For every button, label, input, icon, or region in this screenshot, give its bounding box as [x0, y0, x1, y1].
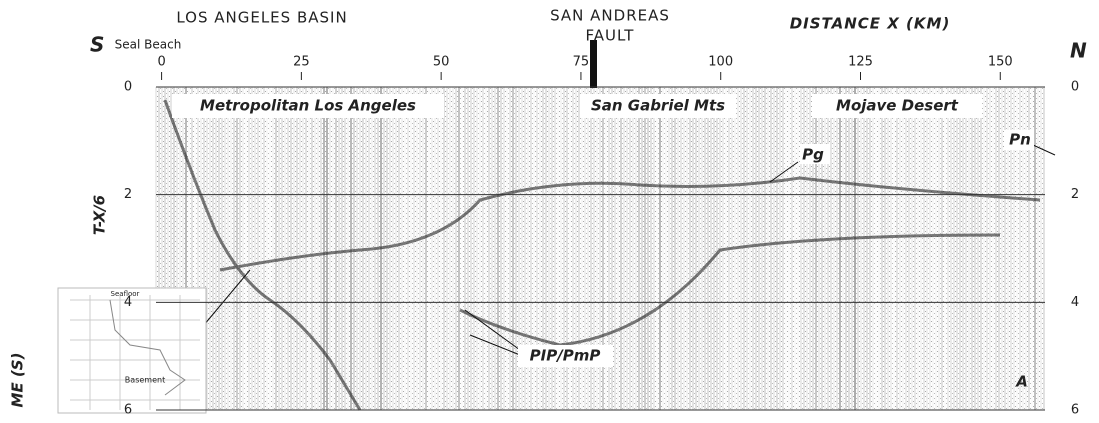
chart: LOS ANGELES BASIN SAN ANDREAS FAULT DIST…	[0, 0, 1099, 423]
region-label: Metropolitan Los Angeles	[200, 97, 416, 115]
region-label: San Gabriel Mts	[591, 97, 725, 115]
x-tick-label: 150	[988, 55, 1013, 70]
pmp-label: PIP/PmP	[530, 347, 601, 365]
inset-label: Basement	[125, 376, 165, 385]
region-label: Mojave Desert	[836, 97, 959, 115]
x-tick-label: 25	[293, 55, 310, 70]
pg-label: Pg	[802, 146, 824, 164]
panel-label: A	[1015, 373, 1028, 391]
x-axis-label: DISTANCE X (KM)	[790, 15, 951, 33]
x-tick-label: 75	[573, 55, 590, 70]
y-tick-label-right: 0	[1071, 80, 1079, 95]
x-tick-label: 50	[433, 55, 450, 70]
fault-marker	[590, 40, 597, 88]
y-tick-label: 0	[124, 80, 132, 95]
pn-label: Pn	[1009, 131, 1031, 149]
y-tick-label-right: 4	[1071, 295, 1079, 310]
y-axis-label: T-X/6	[91, 195, 109, 235]
y-axis-label-outer: ME (S)	[9, 353, 27, 408]
origin-label: Seal Beach	[115, 38, 182, 52]
fault-label: SAN ANDREAS	[550, 7, 670, 25]
south-label: S	[90, 33, 104, 57]
y-tick-label-right: 2	[1071, 187, 1079, 202]
y-tick-label: 4	[124, 295, 132, 310]
x-tick-label: 100	[708, 55, 733, 70]
north-label: N	[1070, 39, 1087, 63]
x-tick-label: 125	[848, 55, 873, 70]
x-tick-label: 0	[157, 55, 165, 70]
basin-label: LOS ANGELES BASIN	[176, 9, 347, 27]
y-tick-label: 6	[124, 403, 132, 418]
fault-label: FAULT	[586, 27, 635, 45]
y-tick-label-right: 6	[1071, 403, 1079, 418]
y-tick-label: 2	[124, 187, 132, 202]
